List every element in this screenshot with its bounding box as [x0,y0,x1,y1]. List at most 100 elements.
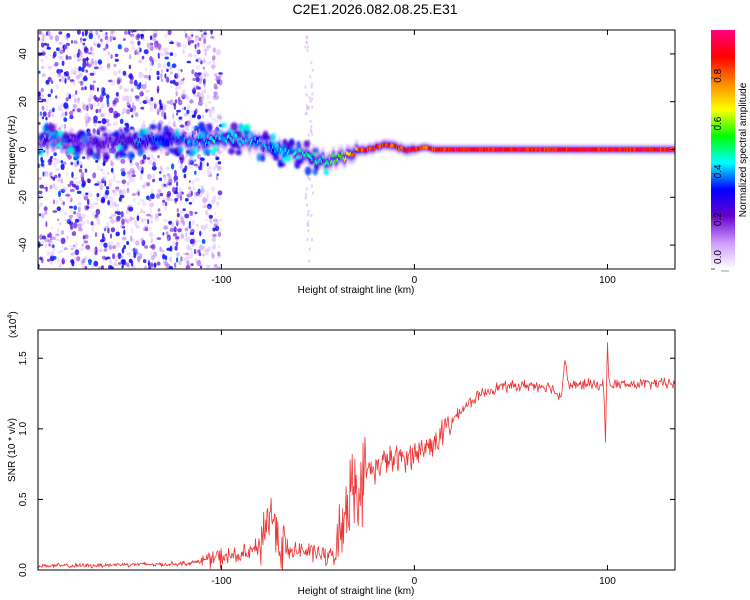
ridge-core-cell [211,137,213,142]
ridge-core-cell [131,137,133,142]
noise-speck [81,86,84,91]
ridge-core-cell [632,147,634,152]
ridge-core-cell [472,147,474,152]
ridge-core-cell [465,147,467,152]
ridge-core-cell [426,145,428,150]
noise-speck [197,114,201,120]
noise-speck [150,237,153,244]
noise-speck [82,258,86,264]
noise-speck [147,260,151,267]
noise-speck [217,190,223,196]
noise-speck [103,248,108,252]
noise-speck [199,97,203,104]
noise-speck [207,61,212,65]
noise-speck [120,224,125,229]
ridge-core-cell [552,147,554,152]
noise-speck [145,225,148,229]
noise-speck [82,42,86,46]
noise-speck [121,225,126,229]
noise-speck [81,193,87,197]
noise-speck [311,132,314,136]
ridge-core-cell [531,147,533,152]
ridge-core-cell [252,136,254,141]
noise-speck [101,236,106,242]
noise-speck [168,121,172,124]
noise-speck [187,36,191,42]
noise-speck [97,59,102,65]
noise-speck [166,236,170,240]
noise-speck [112,175,116,182]
ridge-core-cell [646,147,648,152]
ridge-core-cell [149,137,151,141]
noise-speck [189,211,193,216]
ridge-core-cell [665,147,667,152]
noise-speck [139,47,142,53]
noise-speck [170,222,175,227]
ridge-core-cell [449,147,451,152]
noise-speck [97,34,101,40]
ridge-core-cell [358,148,360,153]
ridge-core-cell [384,142,386,147]
ridge-core-cell [395,144,398,149]
noise-speck [128,64,132,69]
noise-speck [211,186,215,192]
noise-speck [174,72,179,79]
noise-speck [160,120,165,125]
noise-speck [144,96,149,101]
noise-speck [205,198,208,202]
ridge-core-cell [666,147,669,152]
ridge-core-cell [481,147,483,152]
noise-speck [169,99,174,106]
ridge-core-cell [53,143,55,147]
noise-speck [173,124,177,127]
ridge-core-cell [420,146,422,150]
noise-speck [99,191,102,198]
noise-speck [46,250,51,256]
noise-speck [96,102,100,107]
noise-speck [73,245,77,249]
ridge-core-cell [497,147,499,152]
noise-speck [99,94,104,101]
noise-speck [165,76,170,83]
noise-speck [212,243,216,247]
ridge-core-cell [310,155,312,160]
noise-speck [166,247,172,251]
ridge-core-cell [457,147,459,152]
noise-speck [99,247,103,252]
ridge-blob [103,151,110,161]
noise-speck [162,197,167,201]
ridge-core-cell [178,135,180,140]
noise-speck [70,225,74,230]
noise-speck [85,119,90,124]
noise-speck [108,241,114,245]
noise-speck [189,99,194,104]
noise-speck [140,30,145,33]
ridge-core-cell [459,147,461,152]
ridge-core-cell [223,140,225,144]
noise-speck [100,168,104,172]
noise-speck [48,243,51,247]
noise-speck [217,251,221,257]
ridge-core-cell [464,147,466,152]
noise-speck [86,105,89,112]
ridge-core-cell [338,153,340,158]
noise-speck [137,165,143,171]
noise-speck [60,163,65,170]
noise-speck [140,169,144,174]
ridge-core-cell [376,144,378,148]
ridge-core-cell [588,147,590,152]
ridge-core-cell [83,143,85,148]
noise-speck [203,70,208,77]
ridge-core-cell [368,146,370,150]
noise-speck [73,244,76,248]
noise-speck [47,65,53,70]
noise-speck [171,63,177,68]
noise-speck [157,62,162,69]
ridge-core-cell [267,146,269,150]
ridge-core-cell [516,147,518,152]
ridge-core-cell [549,147,552,152]
noise-speck [58,55,63,59]
noise-speck [108,244,112,250]
noise-speck [216,113,222,120]
y-tick-label: -40 [18,237,29,252]
